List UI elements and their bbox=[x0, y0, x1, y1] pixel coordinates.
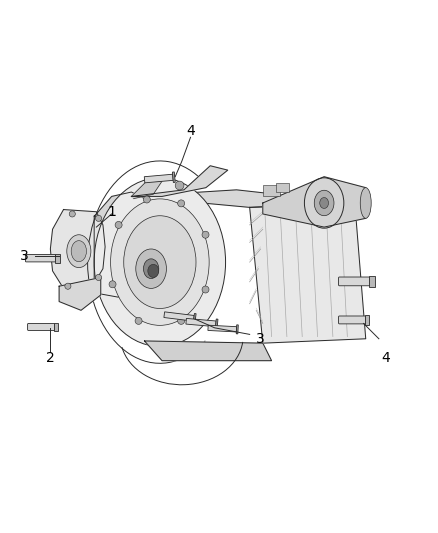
Ellipse shape bbox=[143, 259, 159, 279]
Polygon shape bbox=[215, 319, 218, 329]
Polygon shape bbox=[236, 325, 238, 334]
Text: 3: 3 bbox=[256, 332, 265, 346]
Polygon shape bbox=[164, 312, 194, 321]
Circle shape bbox=[65, 283, 71, 289]
Circle shape bbox=[178, 200, 185, 207]
Circle shape bbox=[175, 181, 184, 190]
Circle shape bbox=[69, 211, 75, 217]
Circle shape bbox=[95, 215, 102, 221]
Ellipse shape bbox=[360, 188, 371, 219]
Ellipse shape bbox=[304, 178, 344, 228]
Polygon shape bbox=[263, 177, 366, 227]
Polygon shape bbox=[131, 166, 228, 197]
Polygon shape bbox=[145, 341, 272, 361]
Circle shape bbox=[202, 231, 209, 238]
Polygon shape bbox=[186, 318, 216, 327]
Text: 2: 2 bbox=[46, 351, 55, 366]
Bar bbox=[365, 315, 369, 325]
FancyBboxPatch shape bbox=[28, 324, 55, 330]
FancyBboxPatch shape bbox=[25, 254, 56, 262]
Ellipse shape bbox=[67, 235, 91, 268]
Polygon shape bbox=[131, 181, 162, 199]
Ellipse shape bbox=[136, 249, 166, 288]
Bar bbox=[54, 323, 58, 331]
Circle shape bbox=[115, 221, 122, 229]
Ellipse shape bbox=[320, 198, 328, 208]
Polygon shape bbox=[250, 203, 366, 343]
Circle shape bbox=[135, 317, 142, 325]
Ellipse shape bbox=[314, 190, 334, 216]
Circle shape bbox=[95, 274, 102, 280]
Polygon shape bbox=[144, 174, 173, 183]
Ellipse shape bbox=[148, 264, 159, 278]
Polygon shape bbox=[50, 209, 105, 293]
FancyBboxPatch shape bbox=[339, 277, 370, 286]
Polygon shape bbox=[94, 192, 155, 297]
Text: 4: 4 bbox=[381, 351, 390, 366]
Bar bbox=[55, 254, 60, 263]
FancyBboxPatch shape bbox=[339, 316, 366, 324]
Ellipse shape bbox=[124, 216, 196, 309]
Polygon shape bbox=[173, 172, 175, 182]
Bar bbox=[369, 276, 374, 287]
Text: 4: 4 bbox=[186, 124, 195, 138]
Polygon shape bbox=[193, 313, 196, 324]
Circle shape bbox=[202, 286, 209, 293]
Text: 1: 1 bbox=[107, 205, 116, 219]
Bar bbox=[276, 183, 289, 192]
Text: 3: 3 bbox=[20, 248, 28, 263]
Polygon shape bbox=[208, 325, 237, 332]
Ellipse shape bbox=[110, 199, 209, 325]
Ellipse shape bbox=[94, 178, 226, 346]
Circle shape bbox=[178, 317, 185, 325]
Circle shape bbox=[143, 196, 150, 203]
Bar bbox=[263, 185, 280, 197]
Circle shape bbox=[109, 281, 116, 288]
Polygon shape bbox=[131, 190, 355, 207]
Ellipse shape bbox=[71, 241, 87, 262]
Polygon shape bbox=[59, 278, 101, 310]
